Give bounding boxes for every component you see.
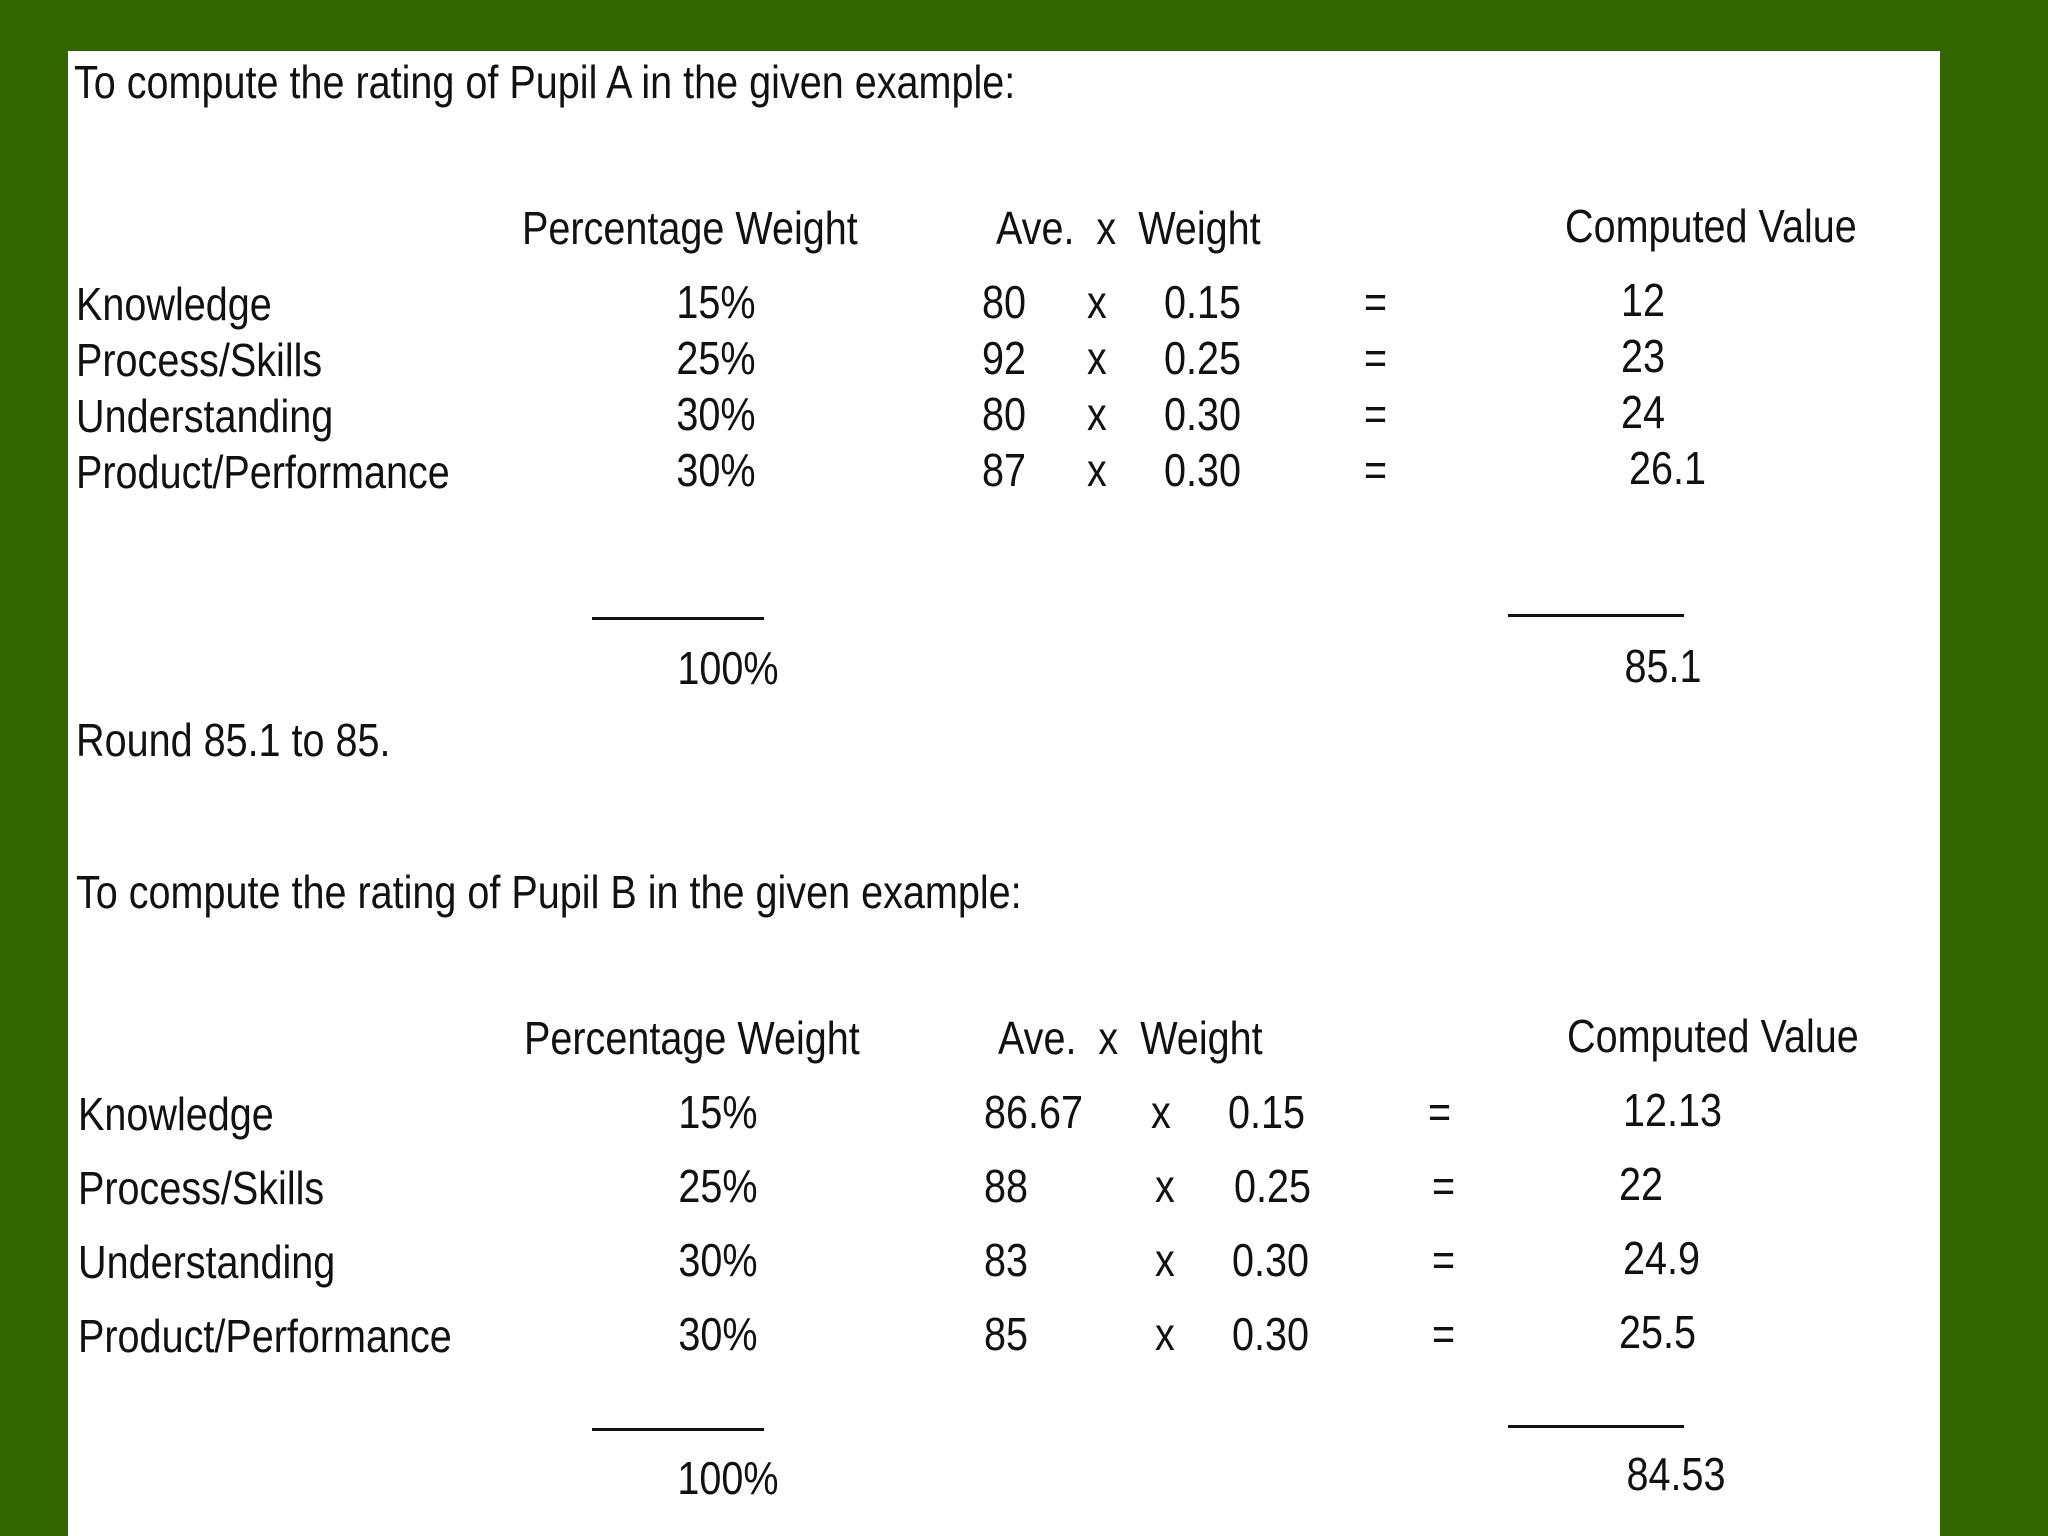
pupil-b-row-percent: 15% — [678, 1086, 758, 1138]
pupil-b-row-x: x — [1155, 1308, 1175, 1360]
pupil-a-row-percent: 15% — [676, 276, 756, 328]
pupil-b-row-ave: 85 — [984, 1308, 1029, 1360]
pupil-b-header-ave-x-weight: Ave. x Weight — [998, 1012, 1263, 1064]
pupil-a-row-x: x — [1087, 276, 1107, 328]
pupil-a-row-label: Understanding — [76, 390, 334, 442]
pupil-b-row-weight: 0.25 — [1234, 1160, 1311, 1212]
pupil-a-row-label: Product/Performance — [76, 446, 450, 498]
pupil-a-percent-sum-rule — [592, 617, 764, 620]
pupil-a-row-percent: 25% — [676, 332, 756, 384]
pupil-b-heading: To compute the rating of Pupil B in the … — [76, 866, 1022, 918]
pupil-a-row-eq: = — [1364, 444, 1388, 496]
pupil-a-round-note: Round 85.1 to 85. — [76, 714, 391, 766]
pupil-a-heading: To compute the rating of Pupil A in the … — [74, 56, 1016, 108]
pupil-a-row-weight: 0.15 — [1164, 276, 1241, 328]
pupil-b-row-label: Understanding — [78, 1236, 336, 1288]
pupil-b-row-label: Product/Performance — [78, 1310, 452, 1362]
pupil-a-row-eq: = — [1364, 332, 1388, 384]
pupil-a-row-x: x — [1087, 332, 1107, 384]
pupil-b-row-value: 24.9 — [1623, 1232, 1700, 1284]
pupil-b-row-ave: 86.67 — [984, 1086, 1084, 1138]
pupil-a-header-percentage-weight: Percentage Weight — [522, 202, 858, 254]
pupil-a-row-eq: = — [1364, 276, 1388, 328]
pupil-b-header-percentage-weight: Percentage Weight — [524, 1012, 860, 1064]
pupil-b-row-percent: 30% — [678, 1234, 758, 1286]
pupil-b-row-weight: 0.15 — [1228, 1086, 1305, 1138]
pupil-b-percent-sum-rule — [592, 1428, 764, 1431]
pupil-a-total-value: 85.1 — [1624, 640, 1702, 692]
pupil-a-row-label: Process/Skills — [76, 334, 323, 386]
pupil-a-total-percent: 100% — [677, 642, 779, 694]
pupil-a-row-ave: 80 — [982, 388, 1027, 440]
pupil-b-row-value: 22 — [1619, 1158, 1664, 1210]
pupil-b-row-eq: = — [1432, 1308, 1456, 1360]
pupil-a-row-label: Knowledge — [76, 278, 272, 330]
pupil-b-row-x: x — [1155, 1160, 1175, 1212]
pupil-a-value-sum-rule — [1508, 614, 1684, 617]
pupil-a-row-percent: 30% — [676, 444, 756, 496]
pupil-a-row-value: 12 — [1621, 274, 1666, 326]
pupil-b-row-weight: 0.30 — [1232, 1308, 1309, 1360]
pupil-b-total-value: 84.53 — [1626, 1448, 1726, 1500]
pupil-a-row-ave: 92 — [982, 332, 1027, 384]
pupil-a-row-x: x — [1087, 388, 1107, 440]
document-page: To compute the rating of Pupil A in the … — [68, 51, 1940, 1536]
pupil-a-row-weight: 0.25 — [1164, 332, 1241, 384]
pupil-a-row-weight: 0.30 — [1164, 388, 1241, 440]
pupil-b-value-sum-rule — [1508, 1425, 1684, 1428]
pupil-b-row-value: 25.5 — [1619, 1306, 1696, 1358]
pupil-b-row-eq: = — [1432, 1160, 1456, 1212]
pupil-a-row-ave: 87 — [982, 444, 1027, 496]
pupil-b-row-eq: = — [1432, 1234, 1456, 1286]
pupil-a-row-eq: = — [1364, 388, 1388, 440]
pupil-a-row-weight: 0.30 — [1164, 444, 1241, 496]
pupil-b-row-x: x — [1151, 1086, 1171, 1138]
pupil-a-header-ave-x-weight: Ave. x Weight — [996, 202, 1261, 254]
pupil-a-row-x: x — [1087, 444, 1107, 496]
pupil-b-row-ave: 83 — [984, 1234, 1029, 1286]
pupil-a-row-percent: 30% — [676, 388, 756, 440]
pupil-b-row-label: Knowledge — [78, 1088, 274, 1140]
pupil-a-row-value: 24 — [1621, 386, 1666, 438]
pupil-a-row-value: 23 — [1621, 330, 1666, 382]
pupil-b-row-label: Process/Skills — [78, 1162, 325, 1214]
pupil-b-row-percent: 30% — [678, 1308, 758, 1360]
pupil-a-header-computed-value: Computed Value — [1565, 200, 1857, 252]
pupil-b-total-percent: 100% — [677, 1452, 779, 1504]
pupil-b-header-computed-value: Computed Value — [1567, 1010, 1859, 1062]
pupil-b-row-eq: = — [1428, 1086, 1452, 1138]
pupil-b-row-percent: 25% — [678, 1160, 758, 1212]
pupil-b-row-x: x — [1155, 1234, 1175, 1286]
pupil-a-row-ave: 80 — [982, 276, 1027, 328]
pupil-a-row-value: 26.1 — [1629, 442, 1706, 494]
pupil-b-row-weight: 0.30 — [1232, 1234, 1309, 1286]
pupil-b-row-ave: 88 — [984, 1160, 1029, 1212]
pupil-b-row-value: 12.13 — [1623, 1084, 1723, 1136]
